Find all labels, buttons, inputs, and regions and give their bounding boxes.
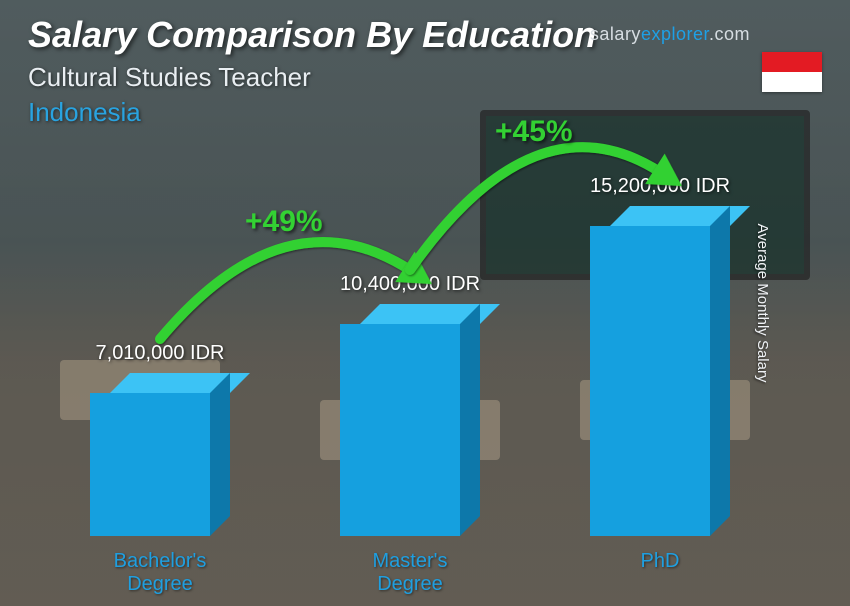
source-part-b: explorer [641,24,709,44]
source-credit: salaryexplorer.com [590,24,750,45]
jump-arrow-icon [380,72,700,300]
bar-chart: 7,010,000 IDRBachelor's Degree10,400,000… [60,160,770,536]
jump-percent-label: +45% [495,115,573,149]
infographic-canvas: Salary Comparison By Education Cultural … [0,0,850,606]
source-part-a: salary [590,24,641,44]
indonesia-flag-icon [762,52,822,92]
bar-category-label: Bachelor's Degree [114,550,207,596]
bar-side [460,304,480,536]
bar-bachelors: 7,010,000 IDRBachelor's Degree [90,373,230,536]
source-part-c: .com [709,24,750,44]
bar-category-label: Master's Degree [373,550,448,596]
bar-category-label: PhD [641,550,680,573]
bar-front [90,393,210,536]
jump-percent-label: +49% [245,205,323,239]
chart-title: Salary Comparison By Education [28,14,596,56]
bar-side [710,206,730,536]
bar-side [210,373,230,536]
